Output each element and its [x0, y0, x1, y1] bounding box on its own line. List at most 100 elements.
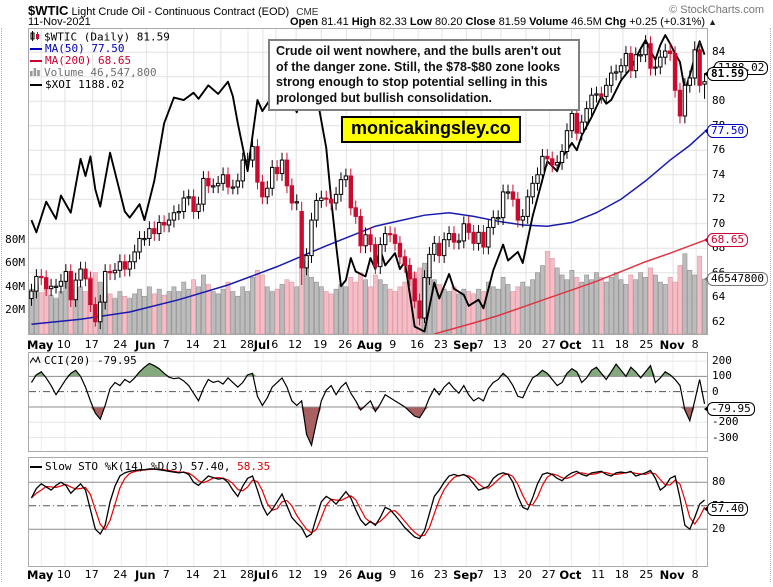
candlestick-icon	[30, 31, 41, 44]
x-axis-tick: 14	[185, 338, 200, 351]
x-axis-tick: 21	[212, 568, 227, 581]
x-axis-tick: 7	[162, 338, 170, 351]
cci-zigzag-icon	[29, 355, 41, 368]
x-axis-tick: 24	[113, 568, 128, 581]
x-axis-tick: 27	[541, 568, 556, 581]
legend-ma200-text: MA(200) 68.65	[45, 54, 132, 67]
chart-title: Light Crude Oil - Continuous Contract (E…	[71, 6, 290, 18]
sto-chart-svg	[29, 458, 707, 566]
chart-header: $WTIC Light Crude Oil - Continuous Contr…	[28, 3, 768, 18]
sto-panel	[28, 457, 708, 567]
cci-axis-tick: 200	[712, 354, 732, 368]
ma50-value-callout: 77.50	[703, 124, 749, 138]
up-arrow-icon: ▲	[708, 17, 718, 27]
x-axis-tick: 10	[56, 568, 71, 581]
legend-symbol-row: $WTIC (Daily) 81.59	[30, 31, 170, 43]
x-axis-tick: 14	[185, 568, 200, 581]
x-axis-tick: 8	[691, 338, 699, 351]
volume-axis-tick: 40M	[5, 279, 25, 293]
high-label: High	[351, 16, 377, 28]
x-axis-tick: 7	[162, 568, 170, 581]
x-axis-tick: 28	[239, 338, 254, 351]
price-axis-tick: 70	[712, 216, 726, 230]
x-axis-tick: 10	[56, 338, 71, 351]
x-axis-tick: Jul	[253, 338, 271, 352]
legend-ma200-row: MA(200) 68.65	[30, 55, 170, 67]
volume-axis-tick: 60M	[5, 256, 25, 270]
x-axis-tick: 7	[476, 338, 484, 351]
cci-panel	[28, 352, 708, 452]
price-axis-tick: 76	[712, 143, 726, 157]
xoi-line-swatch-icon	[30, 84, 42, 86]
cci-axis-tick: 100	[712, 369, 732, 383]
low-label: Low	[409, 16, 432, 28]
legend-xoi-text: $XOI 1188.02	[45, 78, 125, 91]
x-axis-tick: Sep	[453, 568, 478, 582]
stockcharts-credit-link[interactable]: © StockCharts.com	[669, 4, 764, 16]
x-axis-tick: Aug	[357, 338, 383, 352]
x-axis-tick: 26	[338, 568, 353, 581]
quote-date: 11-Nov-2021	[28, 16, 91, 28]
legend-volume-text: Volume 46,547,800	[44, 66, 157, 79]
legend-volume-row: Volume 46,547,800	[30, 67, 170, 79]
x-axis-tick: 17	[84, 338, 99, 351]
x-axis-middle: May 10 17 24 Jun 7 14 21 28 Jul 6 12 19 26 Aug 9 16 23 Sep…	[0, 337, 773, 352]
close-value-callout: 81.59	[703, 67, 749, 81]
sto-legend: Slow STO %K(14) %D(3) 57.40, 58.35	[30, 460, 270, 473]
x-axis-tick: 18	[614, 568, 629, 581]
volume-value: 46.5M	[571, 16, 602, 28]
chart-frame-left	[1, 28, 2, 582]
x-axis-tick: Sep	[453, 338, 478, 352]
x-axis-tick: 18	[614, 338, 629, 351]
open-label: Open	[290, 16, 319, 28]
x-axis-tick: 19	[313, 568, 328, 581]
low-value: 80.20	[434, 16, 463, 28]
cci-legend-text: CCI(20) -79.95	[44, 354, 137, 367]
x-axis-tick: 25	[639, 568, 654, 581]
price-axis-tick: 80	[712, 94, 726, 108]
price-axis-tick: 72	[712, 192, 726, 206]
symbol: $WTIC	[28, 3, 69, 18]
volume-value-callout: 46547800	[704, 272, 768, 286]
x-axis-tick: 12	[288, 568, 303, 581]
x-axis-tick: Nov	[659, 338, 685, 352]
close-value: 81.59	[498, 16, 527, 28]
price-axis-tick: 74	[712, 167, 726, 181]
x-axis-tick: 20	[517, 568, 532, 581]
legend-ma50-text: MA(50) 77.50	[45, 42, 125, 55]
sto-d-value: 58.35	[237, 460, 271, 473]
cci-legend: CCI(20) -79.95	[29, 354, 137, 368]
x-axis-tick: Jun	[134, 338, 156, 352]
sto-legend-prefix: Slow STO %K(14) %D(3)	[45, 460, 191, 473]
x-axis-tick: Nov	[659, 568, 685, 582]
x-axis-tick: Aug	[357, 568, 383, 582]
cci-chart-svg	[29, 353, 707, 451]
ma50-line-swatch-icon	[30, 48, 42, 50]
high-value: 82.33	[379, 16, 407, 28]
cci-value-callout: -79.95	[704, 402, 755, 416]
close-label: Close	[465, 16, 496, 28]
sto-line-swatch-icon	[30, 466, 42, 468]
x-axis-tick: 9	[389, 568, 397, 581]
x-axis-tick: 24	[113, 338, 128, 351]
volume-bars-icon	[30, 67, 41, 79]
price-legend: $WTIC (Daily) 81.59 MA(50) 77.50 MA(200)…	[30, 31, 170, 91]
sto-axis-tick: 80	[712, 475, 726, 489]
volume-label: Volume	[529, 16, 569, 28]
sto-k-value: 57.40,	[190, 460, 231, 473]
x-axis-tick: 11	[591, 568, 606, 581]
x-axis-tick: 13	[492, 568, 507, 581]
ma200-value-callout: 68.65	[703, 233, 749, 247]
x-axis-tick: 6	[271, 568, 279, 581]
x-axis-tick: 16	[410, 338, 425, 351]
ohlc-values: Open 81.41 High 82.33 Low 80.20 Close 81…	[290, 16, 717, 28]
x-axis-tick: Jul	[253, 568, 271, 582]
x-axis-tick: 17	[84, 568, 99, 581]
x-axis-tick: 9	[389, 338, 397, 351]
x-axis-tick: 23	[433, 568, 448, 581]
x-axis-tick: 13	[492, 338, 507, 351]
volume-axis-tick: 20M	[5, 303, 25, 317]
cci-axis-tick: -200	[712, 415, 739, 429]
watermark-link[interactable]: monicakingsley.co	[341, 116, 521, 143]
